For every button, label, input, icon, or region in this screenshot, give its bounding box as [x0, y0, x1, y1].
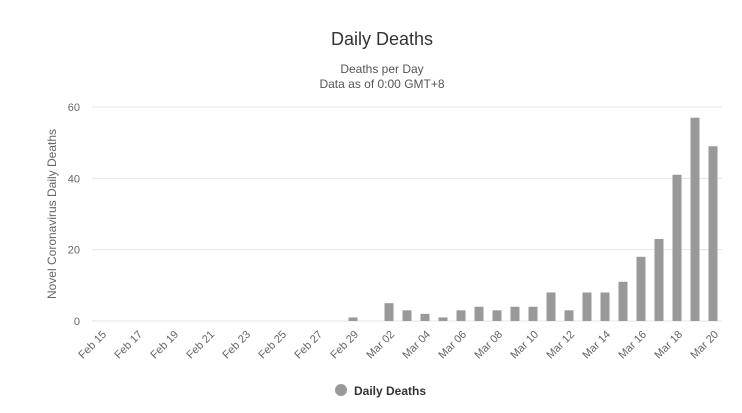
- x-tick-label: Mar 18: [652, 329, 685, 362]
- y-axis-label: Novel Coronavirus Daily Deaths: [45, 129, 59, 299]
- bar[interactable]: [582, 292, 592, 321]
- bar[interactable]: [456, 310, 466, 321]
- x-tick-label: Mar 14: [580, 329, 613, 362]
- x-tick-label: Feb 29: [328, 329, 361, 362]
- x-tick-label: Feb 17: [112, 329, 145, 362]
- x-tick-label: Mar 04: [400, 329, 433, 362]
- x-tick-label: Mar 12: [544, 329, 577, 362]
- x-tick-label: Mar 06: [436, 329, 469, 362]
- legend-item-daily-deaths[interactable]: Daily Deaths: [354, 384, 426, 398]
- x-tick-label: Feb 25: [256, 329, 289, 362]
- legend[interactable]: Daily Deaths: [335, 384, 426, 398]
- x-tick-label: Mar 10: [508, 329, 541, 362]
- bar[interactable]: [420, 313, 430, 321]
- y-tick-label: 40: [68, 173, 80, 185]
- bar[interactable]: [492, 310, 502, 321]
- bar[interactable]: [348, 317, 358, 321]
- x-tick-label: Mar 16: [616, 329, 649, 362]
- y-tick-label: 0: [74, 316, 80, 328]
- x-tick-label: Feb 27: [292, 329, 325, 362]
- bar[interactable]: [402, 310, 412, 321]
- bar[interactable]: [564, 310, 574, 321]
- x-tick-label: Feb 21: [184, 329, 217, 362]
- x-tick-label: Feb 19: [148, 329, 181, 362]
- bar[interactable]: [384, 303, 394, 321]
- chart-title: Daily Deaths: [331, 29, 433, 49]
- x-tick-label: Mar 02: [364, 329, 397, 362]
- legend-marker[interactable]: [335, 384, 347, 396]
- bar-layer: [348, 117, 718, 321]
- bar[interactable]: [510, 306, 520, 321]
- bar[interactable]: [600, 292, 610, 321]
- bar[interactable]: [618, 281, 628, 321]
- bar[interactable]: [690, 117, 700, 321]
- chart-subtitle-line-2: Data as of 0:00 GMT+8: [319, 77, 444, 91]
- bar[interactable]: [528, 306, 538, 321]
- x-tick-labels: Feb 15 Feb 17 Feb 19 Feb 21 Feb 23 Feb 25 Feb …: [76, 329, 721, 362]
- bar[interactable]: [708, 146, 718, 321]
- y-tick-label: 60: [68, 102, 80, 114]
- x-tick-label: Mar 20: [688, 329, 721, 362]
- bar[interactable]: [672, 174, 682, 321]
- x-tick-label: Mar 08: [472, 329, 505, 362]
- y-tick-label: 20: [68, 245, 80, 257]
- bar[interactable]: [546, 292, 556, 321]
- chart-subtitle-line-1: Deaths per Day: [340, 62, 423, 76]
- bar[interactable]: [474, 306, 484, 321]
- x-tick-label: Feb 23: [220, 329, 253, 362]
- bar[interactable]: [636, 256, 646, 321]
- x-tick-label: Feb 15: [76, 329, 109, 362]
- bar[interactable]: [438, 317, 448, 321]
- bar[interactable]: [654, 238, 664, 321]
- y-tick-labels: 0 20 40 60: [68, 102, 80, 328]
